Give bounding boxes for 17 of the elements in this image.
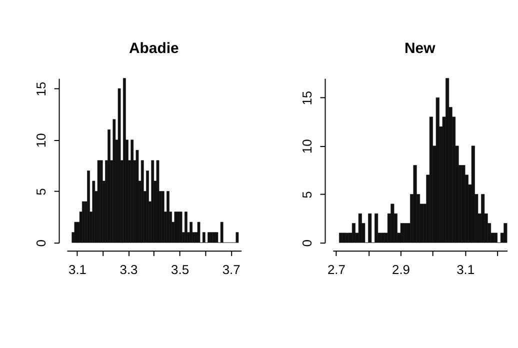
y-tick-label: 15 bbox=[33, 82, 48, 96]
y-tick-label: 5 bbox=[33, 188, 48, 196]
chart-title: New bbox=[404, 40, 436, 58]
y-tick-label: 5 bbox=[299, 191, 314, 198]
y-tick-label: 0 bbox=[299, 240, 314, 247]
x-tick-label: 3.3 bbox=[120, 262, 138, 277]
y-tick-label: 0 bbox=[33, 240, 48, 247]
x-tick-label: 3.1 bbox=[68, 262, 86, 277]
x-tick-label: 3.5 bbox=[171, 262, 190, 277]
y-tick-label: 10 bbox=[299, 139, 314, 154]
y-tick-label: 15 bbox=[299, 90, 314, 106]
x-tick-label: 2.7 bbox=[327, 262, 346, 277]
x-tick-label: 2.9 bbox=[392, 262, 410, 277]
x-tick-label: 3.7 bbox=[222, 262, 240, 277]
y-tick-label: 10 bbox=[33, 133, 48, 148]
x-tick-label: 3.1 bbox=[456, 262, 475, 277]
chart-title: Abadie bbox=[129, 40, 179, 58]
